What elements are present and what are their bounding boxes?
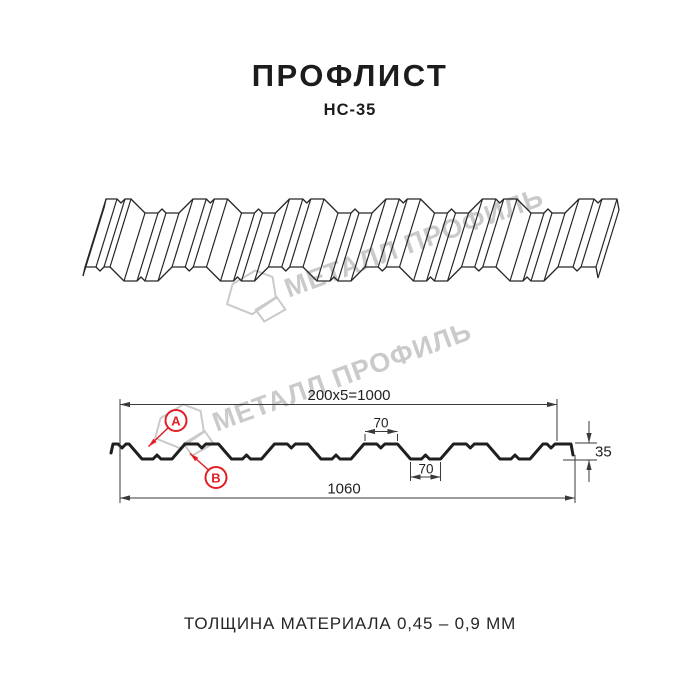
thickness-note: ТОЛЩИНА МАТЕРИАЛА 0,45 – 0,9 ММ (183, 614, 517, 633)
profile-3d-drawing (82, 198, 620, 282)
callout-b-label: В (211, 471, 220, 486)
dim-total-label: 1060 (327, 481, 360, 498)
callout-b-leader (189, 452, 209, 471)
profile-code: НС-35 (323, 101, 377, 119)
metall-profil-logo-icon (226, 269, 287, 323)
dim-crest-label: 70 (373, 416, 388, 431)
dimension-lines: 200x5=1000 70 70 1060 35 (119, 387, 612, 503)
page-title: ПРОФЛИСТ (251, 58, 449, 93)
watermark-section: МЕТАЛЛ ПРОФИЛЬ (154, 316, 476, 457)
dim-top-label: 200x5=1000 (308, 387, 391, 404)
watermark-text: МЕТАЛЛ ПРОФИЛЬ (208, 316, 475, 438)
callout-a-circle (164, 409, 188, 432)
callout-b-circle (204, 466, 228, 489)
dim-trough-label: 70 (418, 462, 433, 477)
dim-height-label: 35 (595, 444, 612, 461)
callout-b: В (189, 452, 228, 489)
callout-a-leader (147, 426, 170, 448)
callout-a: А (147, 409, 188, 448)
callout-a-label: А (171, 414, 181, 429)
profile-cross-section (109, 442, 575, 461)
